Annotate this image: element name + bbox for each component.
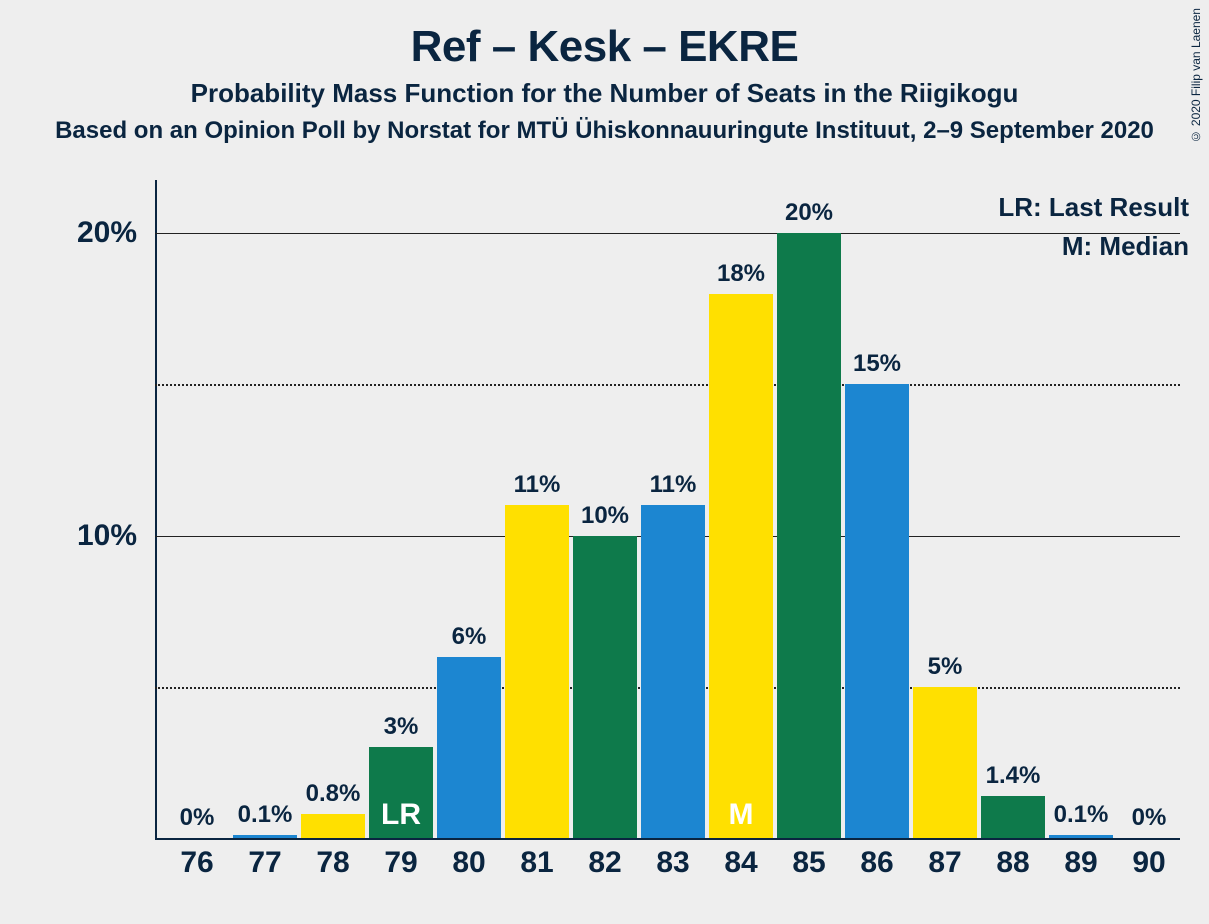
bar-value-label: 6%	[452, 623, 487, 651]
x-tick-label: 81	[520, 846, 553, 880]
bar: 1.4%	[981, 796, 1045, 838]
bar: 10%	[573, 536, 637, 839]
bars-container: 0%0.1%0.8%3%LR6%11%10%11%18%M20%15%5%1.4…	[155, 180, 1180, 838]
bar-value-label: 18%	[717, 260, 765, 288]
bar-value-label: 10%	[581, 502, 629, 530]
bar-value-label: 5%	[928, 653, 963, 681]
x-tick-label: 83	[656, 846, 689, 880]
bar: 11%	[505, 505, 569, 838]
chart-subtitle: Probability Mass Function for the Number…	[0, 78, 1209, 109]
y-tick-label: 10%	[77, 519, 137, 553]
chart-plot-area: 10%20% 0%0.1%0.8%3%LR6%11%10%11%18%M20%1…	[155, 180, 1180, 840]
x-tick-label: 79	[384, 846, 417, 880]
bar: 18%M	[709, 294, 773, 839]
x-tick-label: 77	[248, 846, 281, 880]
bar: 3%LR	[369, 747, 433, 838]
x-axis	[155, 838, 1180, 840]
bar-value-label: 1.4%	[986, 762, 1041, 790]
bar-value-label: 0.1%	[1054, 801, 1109, 829]
bar-value-label: 20%	[785, 199, 833, 227]
bar: 0.8%	[301, 814, 365, 838]
copyright-text: © 2020 Filip van Laenen	[1189, 8, 1203, 143]
x-tick-label: 80	[452, 846, 485, 880]
bar-value-label: 0.1%	[238, 801, 293, 829]
x-tick-label: 89	[1064, 846, 1097, 880]
bar: 0.1%	[1049, 835, 1113, 838]
bar: 15%	[845, 384, 909, 838]
bar: 11%	[641, 505, 705, 838]
bar-inner-label: M	[729, 798, 754, 832]
x-axis-labels: 76 77 78 79 80 81 82 83 84 85 86 87 88 89 90	[155, 846, 1180, 896]
bar: 5%	[913, 687, 977, 838]
x-tick-label: 90	[1132, 846, 1165, 880]
y-tick-label: 20%	[77, 216, 137, 250]
bar-value-label: 0%	[1132, 804, 1167, 832]
titles-block: Ref – Kesk – EKRE Probability Mass Funct…	[0, 0, 1209, 145]
bar: 20%	[777, 233, 841, 838]
x-tick-label: 88	[996, 846, 1029, 880]
chart-source: Based on an Opinion Poll by Norstat for …	[0, 117, 1209, 145]
bar-value-label: 11%	[514, 471, 561, 499]
x-tick-label: 76	[180, 846, 213, 880]
bar: 0.1%	[233, 835, 297, 838]
x-tick-label: 84	[724, 846, 757, 880]
bar-inner-label: LR	[381, 798, 421, 832]
bar-value-label: 0.8%	[306, 780, 361, 808]
x-tick-label: 85	[792, 846, 825, 880]
bar-value-label: 15%	[853, 350, 901, 378]
x-tick-label: 87	[928, 846, 961, 880]
bar: 6%	[437, 657, 501, 839]
bar-value-label: 3%	[384, 713, 419, 741]
x-tick-label: 82	[588, 846, 621, 880]
x-tick-label: 86	[860, 846, 893, 880]
bar-value-label: 11%	[650, 471, 697, 499]
x-tick-label: 78	[316, 846, 349, 880]
bar-value-label: 0%	[180, 804, 215, 832]
chart-title: Ref – Kesk – EKRE	[0, 22, 1209, 72]
